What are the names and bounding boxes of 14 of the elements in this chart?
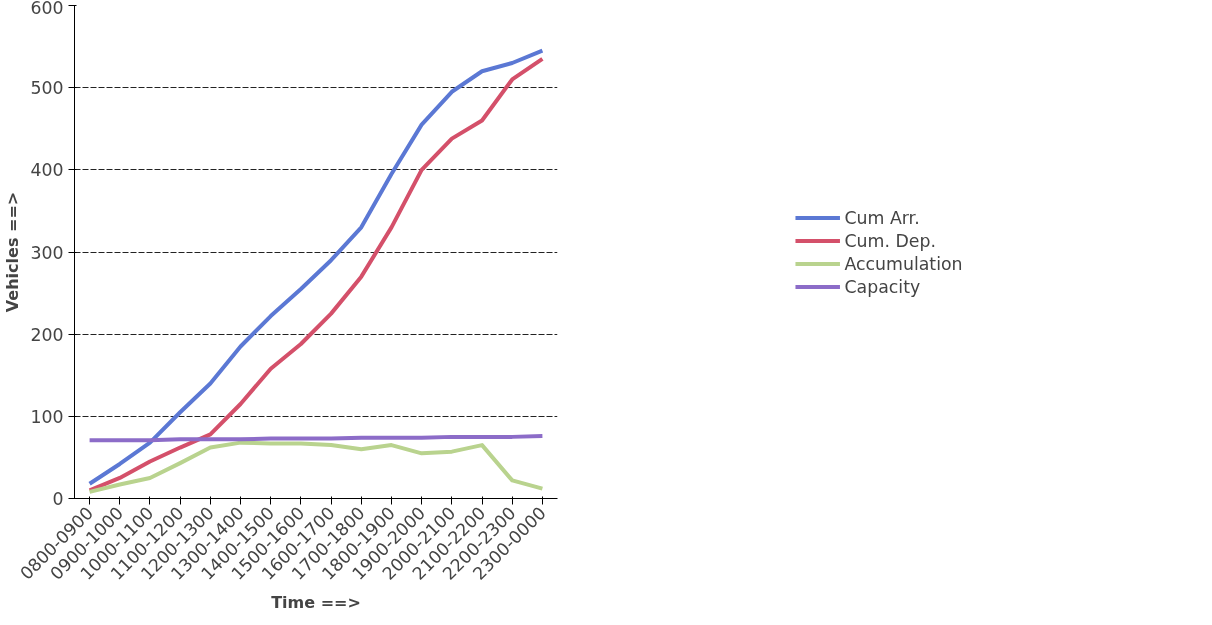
x-axis-title: Time ==> — [271, 593, 361, 613]
legend-label: Cum. Dep. — [844, 230, 936, 250]
legend-label: Accumulation — [844, 253, 963, 273]
y-tick-label: 500 — [30, 78, 64, 99]
y-tick-label: 0 — [52, 489, 64, 509]
legend-label: Cum Arr. — [844, 207, 920, 227]
line-series — [87, 440, 545, 494]
legend-label: Capacity — [844, 276, 921, 296]
y-tick-label: 300 — [30, 242, 64, 263]
y-tick-label: 400 — [30, 160, 64, 181]
y-axis-title: Vehicles ==> — [3, 191, 23, 313]
y-tick-label: 600 — [30, 0, 64, 18]
y-tick-label: 100 — [30, 406, 64, 427]
y-tick-label: 200 — [30, 324, 64, 345]
